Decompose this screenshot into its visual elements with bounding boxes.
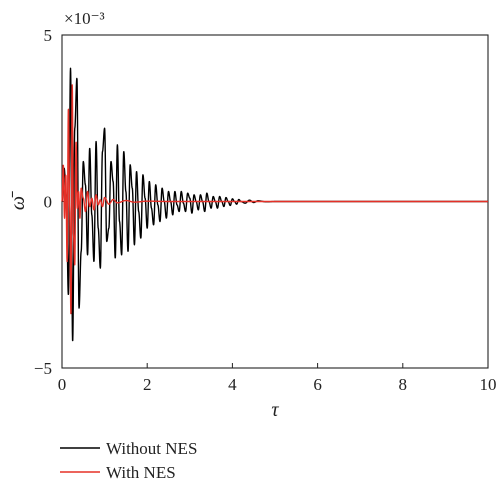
x-axis-label: τ <box>271 399 279 421</box>
y-scale-label: ×10⁻³ <box>64 9 105 28</box>
x-tick-label: 0 <box>58 375 67 394</box>
legend-label: With NES <box>106 463 176 482</box>
legend: Without NES With NES <box>60 439 197 482</box>
x-tick-label: 8 <box>399 375 408 394</box>
series-group <box>61 67 489 342</box>
legend-label: Without NES <box>106 439 197 458</box>
y-axis-label: ω̄ <box>7 191 29 210</box>
y-tick-label: −5 <box>34 359 52 378</box>
x-tick-label: 4 <box>228 375 237 394</box>
y-tick-label: 0 <box>44 193 53 212</box>
series-line-without-nes <box>61 67 489 342</box>
x-tick-label: 2 <box>143 375 152 394</box>
x-tick-label: 10 <box>480 375 497 394</box>
y-tick-label: 5 <box>44 26 53 45</box>
tick-group: 0 2 4 6 8 10 5 0 −5 <box>34 26 497 394</box>
x-tick-label: 6 <box>313 375 322 394</box>
series-line-with-nes <box>61 84 489 315</box>
